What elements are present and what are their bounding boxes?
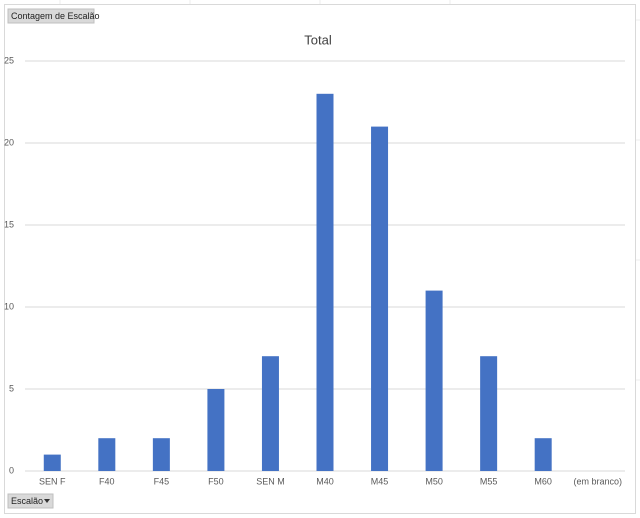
bar — [316, 93, 334, 472]
value-field-button[interactable] — [7, 8, 95, 24]
y-tick-label: 25 — [4, 55, 14, 65]
sheet-gridlines — [59, 0, 640, 381]
y-tick-label: 10 — [4, 301, 14, 311]
x-tick-label: (em branco) — [573, 476, 622, 486]
x-tick-label: F40 — [99, 476, 115, 486]
bar — [371, 126, 389, 471]
y-tick-label: 15 — [4, 219, 14, 229]
y-tick-label: 0 — [9, 465, 14, 475]
x-tick-label: F50 — [208, 476, 224, 486]
x-tick-label: M40 — [316, 476, 334, 486]
bar — [425, 290, 443, 471]
bar — [261, 356, 279, 471]
x-tick-label: SEN F — [39, 476, 66, 486]
chart-title: Total — [304, 32, 332, 47]
y-tick-label: 5 — [9, 383, 14, 393]
x-tick-label: M60 — [534, 476, 552, 486]
x-tick-label: F45 — [154, 476, 170, 486]
bar — [480, 356, 498, 471]
dropdown-arrow[interactable] — [44, 499, 50, 503]
value-field-button-label[interactable]: Contagem de Escalão — [11, 11, 100, 21]
axis-field-button[interactable] — [7, 493, 54, 509]
axis-field-button-label[interactable]: Escalão — [11, 496, 43, 506]
bar — [98, 438, 116, 471]
x-tick-label: SEN M — [256, 476, 285, 486]
x-tick-label: M45 — [371, 476, 389, 486]
x-tick-label: M50 — [425, 476, 443, 486]
x-tick-label: M55 — [480, 476, 498, 486]
bar — [43, 454, 61, 471]
bar — [534, 438, 552, 471]
bar — [152, 438, 170, 471]
bar — [207, 389, 225, 471]
y-tick-label: 20 — [4, 137, 14, 147]
